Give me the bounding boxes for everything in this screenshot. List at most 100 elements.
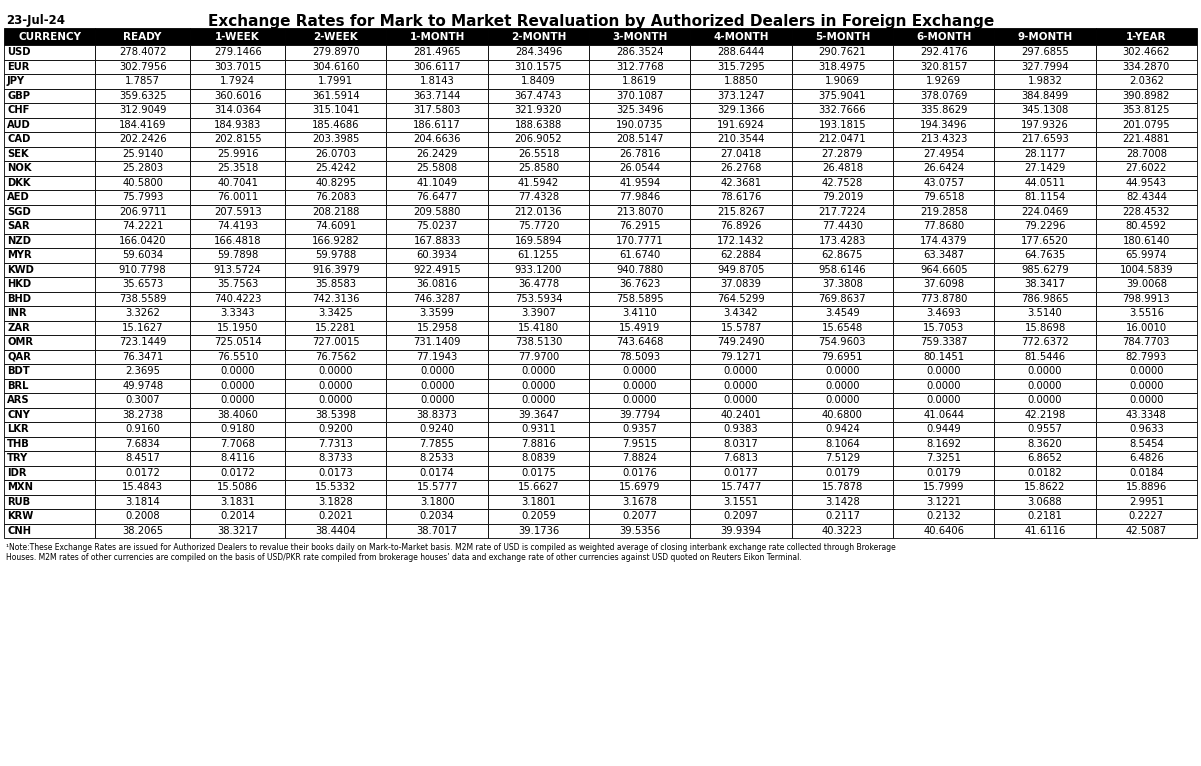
Text: 41.9594: 41.9594 [620,178,661,188]
Text: 304.6160: 304.6160 [312,62,359,72]
Bar [894,495,994,509]
Text: 78.6176: 78.6176 [721,192,761,202]
Bar [791,117,894,132]
Bar [1095,378,1197,393]
Bar [691,408,791,422]
Text: AED: AED [7,192,30,202]
Text: 15.5332: 15.5332 [315,483,357,493]
Bar [387,349,488,364]
Text: 0.2021: 0.2021 [318,511,353,521]
Bar [488,248,590,263]
Bar [691,320,791,335]
Text: 749.2490: 749.2490 [717,337,765,347]
Bar [1095,437,1197,451]
Text: 44.9543: 44.9543 [1125,178,1167,188]
Text: 166.0420: 166.0420 [119,236,167,246]
Bar [791,132,894,146]
Bar [894,89,994,103]
Bar [791,28,894,45]
Bar [488,219,590,234]
Bar [894,161,994,175]
Text: 41.0644: 41.0644 [924,410,964,420]
Bar [387,60,488,74]
Bar [590,89,691,103]
Bar [488,292,590,306]
Text: 985.6279: 985.6279 [1021,265,1069,275]
Bar [4,320,95,335]
Text: 74.2221: 74.2221 [123,221,163,231]
Bar [285,495,387,509]
Bar [285,103,387,117]
Text: MYR: MYR [7,250,31,260]
Bar [590,393,691,408]
Text: 77.9700: 77.9700 [518,352,560,362]
Text: 1.9069: 1.9069 [825,77,860,87]
Text: 75.7720: 75.7720 [518,221,560,231]
Bar [4,103,95,117]
Text: 8.3733: 8.3733 [318,453,353,463]
Bar [894,74,994,89]
Text: 26.6424: 26.6424 [924,163,964,173]
Bar [994,219,1095,234]
Text: QAR: QAR [7,352,31,362]
Text: 202.8155: 202.8155 [214,134,262,144]
Text: 320.8157: 320.8157 [920,62,968,72]
Bar [95,74,190,89]
Text: 16.0010: 16.0010 [1125,322,1167,332]
Text: 38.4060: 38.4060 [217,410,258,420]
Text: 0.9557: 0.9557 [1028,424,1063,434]
Text: 215.8267: 215.8267 [717,207,765,217]
Bar [387,277,488,292]
Bar [994,45,1095,60]
Text: USD: USD [7,47,30,57]
Bar [285,190,387,205]
Bar [894,219,994,234]
Text: 310.1575: 310.1575 [515,62,562,72]
Text: 7.6834: 7.6834 [125,439,160,449]
Text: 8.4517: 8.4517 [125,453,160,463]
Text: 169.5894: 169.5894 [515,236,562,246]
Bar [691,60,791,74]
Bar [190,219,285,234]
Bar [1095,205,1197,219]
Bar [590,175,691,190]
Bar [590,117,691,132]
Bar [791,146,894,161]
Bar [285,306,387,320]
Bar [387,205,488,219]
Bar [488,60,590,74]
Bar [691,437,791,451]
Text: 302.7956: 302.7956 [119,62,167,72]
Bar [791,408,894,422]
Bar [387,234,488,248]
Bar [994,248,1095,263]
Text: 1-WEEK: 1-WEEK [215,31,261,41]
Bar [95,146,190,161]
Text: 23-Jul-24: 23-Jul-24 [6,14,65,27]
Text: 3.3262: 3.3262 [125,308,160,318]
Text: 15.4919: 15.4919 [619,322,661,332]
Bar [791,219,894,234]
Text: 958.6146: 958.6146 [819,265,866,275]
Bar [994,480,1095,495]
Bar [791,306,894,320]
Text: 940.7880: 940.7880 [616,265,663,275]
Bar [4,306,95,320]
Text: 390.8982: 390.8982 [1123,90,1170,101]
Bar [285,335,387,349]
Text: 2-WEEK: 2-WEEK [313,31,358,41]
Text: 25.5808: 25.5808 [417,163,458,173]
Bar [590,74,691,89]
Text: 318.4975: 318.4975 [819,62,866,72]
Bar [691,451,791,466]
Text: 26.5518: 26.5518 [518,149,560,159]
Bar [994,509,1095,523]
Bar [190,480,285,495]
Bar [95,495,190,509]
Text: 0.0179: 0.0179 [926,468,961,478]
Text: 302.4662: 302.4662 [1123,47,1170,57]
Bar [590,205,691,219]
Bar [387,89,488,103]
Bar [4,466,95,480]
Bar [95,277,190,292]
